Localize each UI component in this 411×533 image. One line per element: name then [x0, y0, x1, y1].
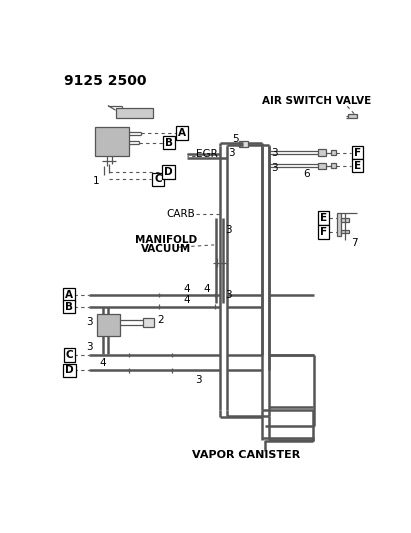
Text: 4: 4: [100, 358, 106, 368]
Text: 3: 3: [86, 342, 92, 352]
Bar: [318, 149, 326, 156]
Text: MANIFOLD: MANIFOLD: [135, 235, 197, 245]
Text: 4: 4: [184, 284, 190, 294]
Text: 3: 3: [272, 148, 278, 158]
Text: VAPOR CANISTER: VAPOR CANISTER: [192, 450, 300, 460]
Text: A: A: [65, 290, 73, 300]
Text: 3: 3: [225, 224, 232, 235]
Text: F: F: [354, 148, 361, 158]
Text: 6: 6: [303, 169, 310, 179]
Text: 7: 7: [351, 238, 358, 248]
Text: CARB: CARB: [166, 209, 195, 219]
Text: B: B: [165, 138, 173, 148]
Bar: [341, 218, 349, 222]
Text: EGR: EGR: [196, 149, 218, 159]
Bar: [318, 163, 326, 168]
Text: F: F: [320, 227, 327, 237]
Bar: [341, 230, 349, 233]
Text: 3: 3: [195, 375, 202, 385]
Bar: [331, 163, 336, 168]
Bar: [239, 141, 248, 147]
Text: E: E: [320, 213, 327, 223]
Text: C: C: [65, 350, 73, 360]
Bar: [95, 127, 129, 156]
Text: D: D: [65, 366, 74, 375]
Bar: [331, 150, 336, 155]
Text: VACUUM: VACUUM: [141, 244, 192, 254]
Text: 3: 3: [272, 163, 278, 173]
Text: A: A: [178, 128, 186, 138]
Bar: [143, 318, 154, 327]
Text: 5: 5: [232, 134, 239, 144]
Bar: [337, 213, 341, 236]
Text: 2: 2: [157, 316, 164, 325]
Text: 3: 3: [86, 317, 92, 327]
Bar: [97, 314, 120, 336]
Text: 9125 2500: 9125 2500: [64, 74, 146, 88]
Text: E: E: [354, 160, 361, 171]
Text: 4: 4: [184, 295, 190, 305]
Text: 3: 3: [229, 148, 235, 158]
Text: D: D: [164, 167, 173, 177]
Bar: [115, 108, 152, 118]
Text: 3: 3: [225, 290, 232, 300]
Text: AIR SWITCH VALVE: AIR SWITCH VALVE: [262, 96, 371, 106]
Text: 1: 1: [93, 176, 100, 187]
Text: 4: 4: [203, 284, 210, 294]
Text: B: B: [65, 302, 73, 311]
Bar: [348, 114, 357, 118]
Text: C: C: [154, 174, 162, 184]
